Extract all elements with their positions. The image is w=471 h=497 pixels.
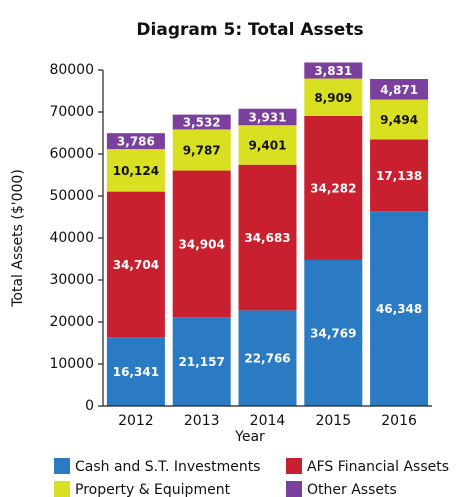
legend-label: Other Assets [307,482,397,497]
y-tick-label: 70000 [49,104,94,120]
bar-segment [304,259,363,406]
data-label: 34,683 [244,231,290,245]
legend-swatch [54,458,70,474]
x-axis-label: Year [234,429,265,445]
data-label: 3,931 [249,110,287,124]
y-tick-label: 60000 [49,146,94,162]
bar-segment [370,211,429,406]
bar-segment [238,125,297,165]
bar-segment [370,79,429,100]
y-tick-label: 50000 [49,188,94,204]
bar-segment [370,139,429,212]
data-label: 9,401 [249,138,287,152]
bar-segment [106,191,165,338]
data-label: 9,494 [380,113,418,127]
bar-segment [172,114,231,130]
bar-segment [106,133,165,150]
bar-segment [304,78,363,116]
data-label: 34,282 [310,181,356,195]
bar-segment [172,129,231,171]
data-label: 9,787 [183,143,221,157]
x-tick-label: 2013 [184,413,220,429]
bar-segment [238,164,297,311]
data-label: 3,831 [314,64,352,78]
data-label: 10,124 [113,164,159,178]
bar-segment [172,317,231,406]
data-label: 34,904 [179,237,225,251]
data-label: 3,786 [117,135,155,149]
y-tick-label: 20000 [49,314,94,330]
data-label: 3,532 [183,116,221,130]
bar-segment [106,337,165,406]
data-label: 22,766 [244,352,290,366]
x-tick-label: 2015 [315,413,351,429]
y-tick-label: 10000 [49,356,94,372]
legend-swatch [286,481,302,497]
y-tick-label: 40000 [49,230,94,246]
legend-swatch [286,458,302,474]
bar-segment [238,108,297,126]
legend-label: Property & Equipment [75,482,231,497]
bar-segment [238,310,297,406]
data-label: 4,871 [380,83,418,97]
data-label: 34,769 [310,326,356,340]
data-label: 21,157 [179,355,225,369]
x-tick-label: 2016 [381,413,417,429]
bar-segment [172,170,231,318]
data-label: 46,348 [376,302,422,316]
data-label: 34,704 [113,258,159,272]
legend-label: AFS Financial Assets [307,459,449,475]
y-tick-label: 80000 [49,62,94,78]
bar-segment [304,62,363,79]
legend-label: Cash and S.T. Investments [75,459,260,475]
legend-swatch [54,481,70,497]
y-axis-label: Total Assets ($'000) [10,169,26,308]
chart-title: Diagram 5: Total Assets [136,20,363,40]
data-label: 16,341 [113,365,159,379]
data-label: 17,138 [376,169,422,183]
bar-segment [370,99,429,140]
bar-segment [106,149,165,192]
bar-segment [304,115,363,260]
y-tick-label: 30000 [49,272,94,288]
x-tick-label: 2012 [118,413,154,429]
x-tick-label: 2014 [250,413,286,429]
y-tick-label: 0 [85,398,94,414]
data-label: 8,909 [314,91,352,105]
